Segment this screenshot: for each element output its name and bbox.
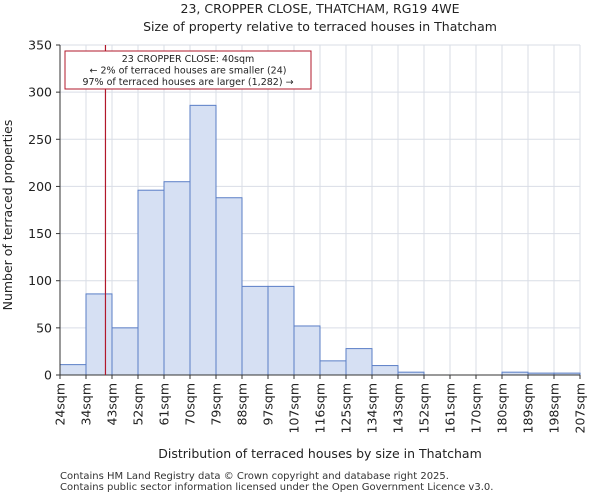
y-tick-label: 50 — [36, 320, 52, 335]
bar — [267, 285, 295, 376]
y-tick-label: 150 — [28, 226, 52, 241]
x-tick-label: 34sqm — [79, 383, 94, 426]
chart-title: 23, CROPPER CLOSE, THATCHAM, RG19 4WE — [181, 1, 460, 16]
bar — [215, 197, 243, 376]
x-tick-label: 88sqm — [235, 383, 250, 426]
x-tick-label: 24sqm — [53, 383, 68, 426]
x-tick-label: 125sqm — [339, 383, 354, 433]
tick-labels: 0 50 100 150 200 250 300 350 24sqm 34sqm 43sqm 52sq… — [28, 38, 587, 434]
bar — [111, 327, 139, 376]
y-tick-label: 100 — [28, 273, 52, 288]
bar — [319, 360, 347, 376]
x-axis-label: Distribution of terraced houses by size … — [158, 446, 482, 461]
bars — [59, 104, 581, 376]
bar — [345, 348, 373, 376]
footer-line-1: Contains HM Land Registry data © Crown c… — [60, 471, 449, 482]
y-axis-label: Number of terraced properties — [0, 120, 15, 311]
chart-subtitle: Size of property relative to terraced ho… — [143, 19, 497, 34]
bar — [85, 293, 113, 376]
x-tick-label: 61sqm — [157, 383, 172, 426]
y-tick-label: 250 — [28, 132, 52, 147]
x-tick-label: 161sqm — [443, 383, 458, 433]
bar — [137, 189, 165, 376]
bar — [241, 285, 269, 376]
x-tick-label: 97sqm — [261, 383, 276, 426]
x-tick-label: 180sqm — [495, 383, 510, 433]
y-tick-label: 350 — [28, 38, 52, 53]
annotation-line-1: 23 CROPPER CLOSE: 40sqm — [122, 54, 255, 65]
x-tick-label: 207sqm — [573, 383, 588, 433]
annotation-line-2: ← 2% of terraced houses are smaller (24) — [90, 66, 287, 77]
y-tick-label: 300 — [28, 85, 52, 100]
annotation-line-3: 97% of terraced houses are larger (1,282… — [82, 77, 293, 88]
marker: 23 CROPPER CLOSE: 40sqm← 2% of terraced … — [64, 45, 312, 375]
x-tick-label: 170sqm — [469, 383, 484, 433]
y-tick-label: 200 — [28, 179, 52, 194]
x-tick-label: 79sqm — [209, 383, 224, 426]
x-tick-label: 116sqm — [313, 383, 328, 433]
y-tick-label: 0 — [44, 368, 52, 383]
axes — [56, 44, 581, 379]
bar — [163, 181, 191, 376]
x-tick-label: 143sqm — [391, 383, 406, 433]
x-tick-label: 134sqm — [365, 383, 380, 433]
x-tick-label: 198sqm — [547, 383, 562, 433]
x-tick-label: 189sqm — [521, 383, 536, 433]
x-tick-label: 70sqm — [183, 383, 198, 426]
footer-line-2: Contains public sector information licen… — [60, 481, 494, 493]
x-tick-label: 43sqm — [105, 383, 120, 426]
bar — [371, 365, 399, 376]
bar — [189, 104, 217, 376]
bar — [59, 364, 87, 376]
x-tick-label: 52sqm — [131, 383, 146, 426]
bar — [293, 325, 321, 376]
footer: Contains HM Land Registry data © Crown c… — [60, 471, 494, 493]
x-tick-label: 152sqm — [417, 383, 432, 433]
x-tick-label: 107sqm — [287, 383, 302, 433]
annotation-box — [64, 50, 312, 90]
